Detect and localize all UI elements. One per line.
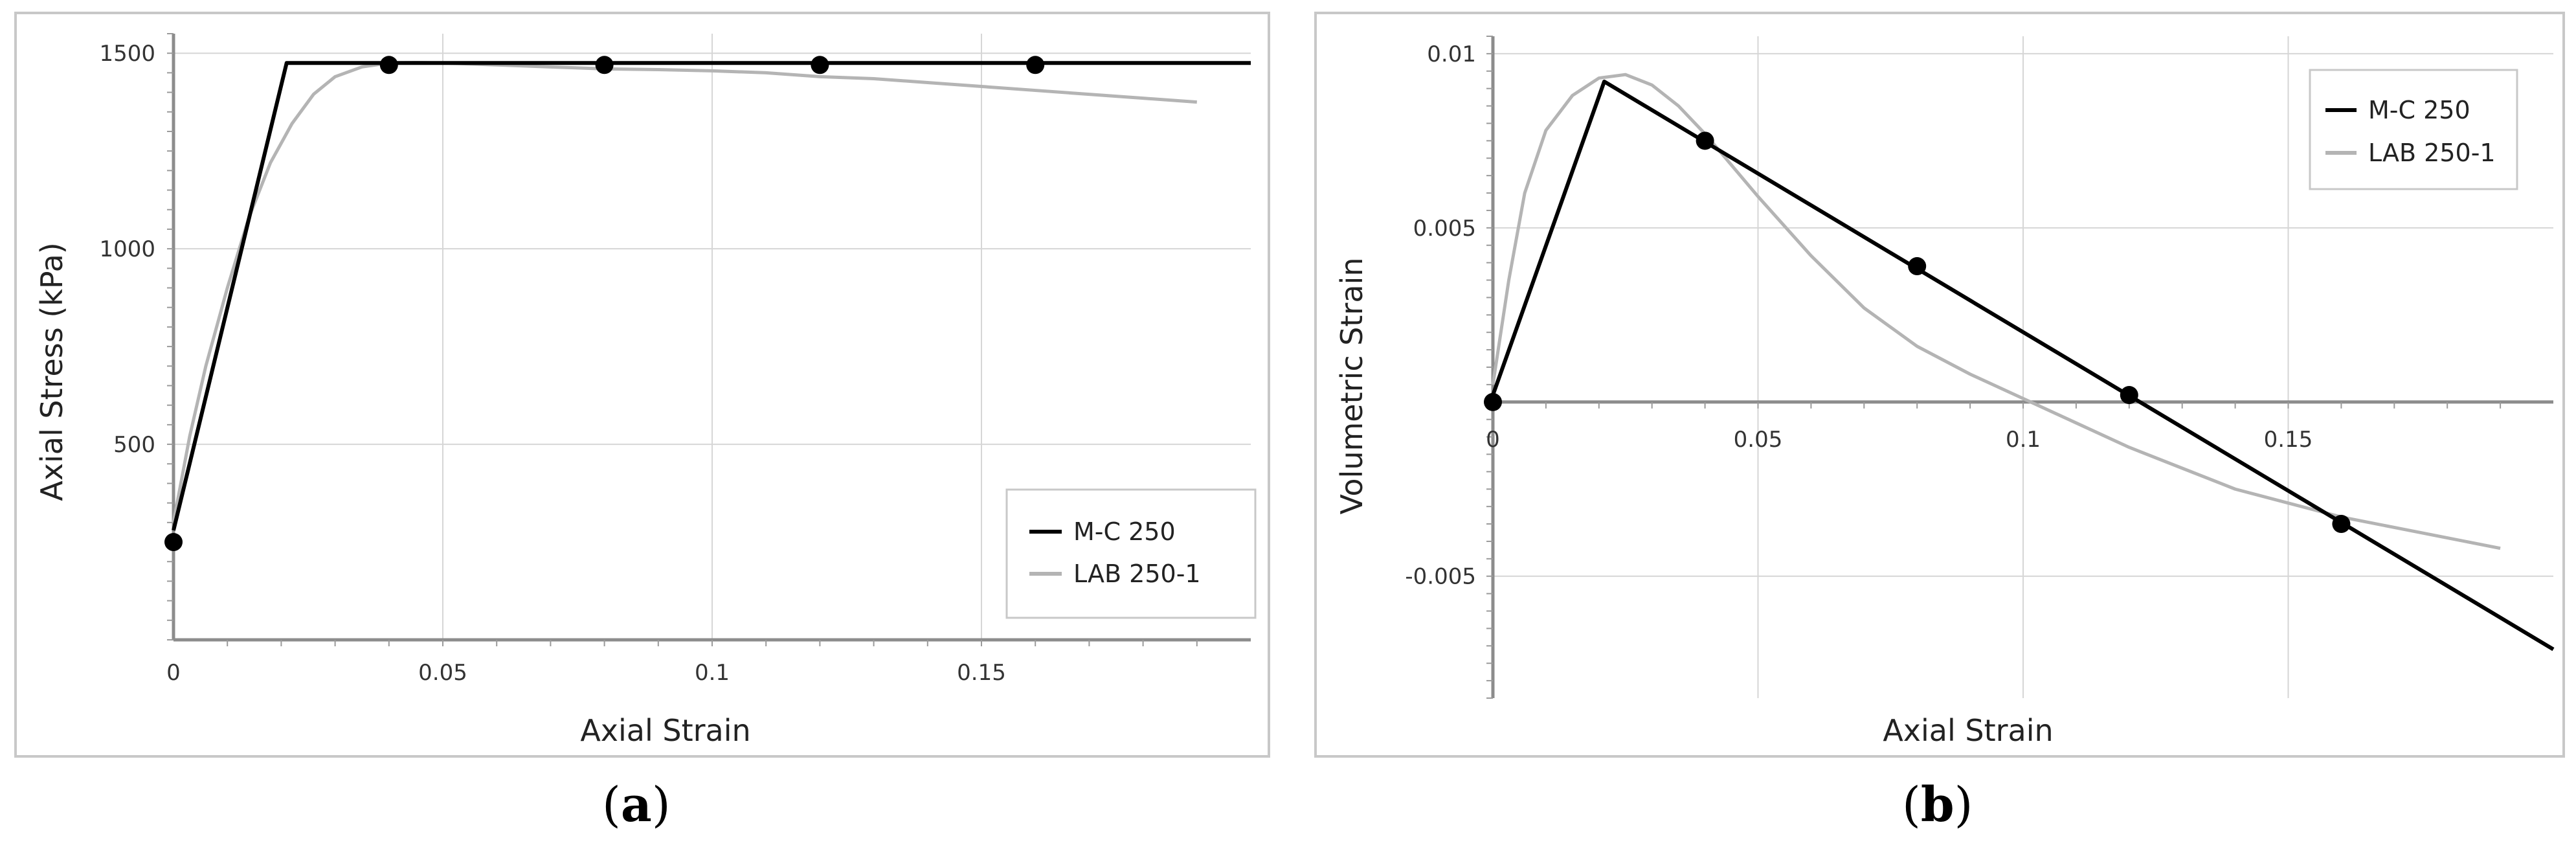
series-line-mc-a bbox=[172, 61, 1251, 531]
y-axis-label-b: Volumetric Strain bbox=[1334, 258, 1369, 515]
x-tick-label-b: 0.05 bbox=[1734, 427, 1783, 453]
series-line-lab-a bbox=[172, 61, 1197, 523]
data-point-mc-b bbox=[1696, 131, 1714, 150]
data-point-mc-a bbox=[1026, 56, 1045, 74]
legend-a: M-C 250 LAB 250-1 bbox=[1005, 488, 1257, 619]
data-point-mc-a bbox=[379, 56, 398, 74]
data-point-mc-a bbox=[811, 56, 829, 74]
x-tick-label-a: 0.1 bbox=[695, 660, 730, 686]
series-line-mc-b bbox=[1491, 79, 2555, 651]
legend-label-lab-a: LAB 250-1 bbox=[1073, 560, 1201, 588]
grid-a bbox=[174, 34, 1251, 640]
x-tick-label-a: 0.05 bbox=[418, 660, 467, 686]
tick-labels-b: 0 0.05 0.1 0.15 -0.005 0.005 0.01 bbox=[1405, 41, 2313, 590]
y-tick-label-a: 500 bbox=[113, 432, 155, 458]
data-point-mc-b bbox=[1908, 257, 1927, 276]
chart-panel-a bbox=[14, 12, 1270, 758]
x-axis-label-b: Axial Strain bbox=[1883, 713, 2053, 748]
grid-b bbox=[1493, 36, 2553, 698]
legend-box-a bbox=[1005, 488, 1257, 619]
legend-label-mc-b: M-C 250 bbox=[2368, 96, 2470, 124]
legend-box-b bbox=[2309, 69, 2518, 190]
axes-b bbox=[1486, 36, 2553, 699]
panel-label-a: (a) bbox=[602, 777, 671, 833]
x-tick-label-b: 0 bbox=[1486, 427, 1500, 453]
legend-label-mc-a: M-C 250 bbox=[1073, 517, 1176, 546]
y-tick-label-a: 1000 bbox=[99, 236, 155, 262]
y-axis-label-a: Axial Stress (kPa) bbox=[34, 242, 69, 501]
legend-b: M-C 250 LAB 250-1 bbox=[2309, 69, 2518, 190]
y-tick-label-b: 0.01 bbox=[1427, 41, 1476, 67]
series-a bbox=[164, 56, 1251, 552]
y-tick-label-b: -0.005 bbox=[1405, 564, 1476, 590]
legend-label-lab-b: LAB 250-1 bbox=[2368, 139, 2496, 167]
y-tick-label-a: 1500 bbox=[99, 41, 155, 67]
panel-a-chart: 0 0.05 0.1 0.15 500 1000 1500 Axial Strain Axi… bbox=[34, 33, 1257, 748]
series-line-lab-b bbox=[1491, 73, 2501, 550]
data-point-mc-b bbox=[2332, 515, 2351, 534]
data-point-mc-a bbox=[164, 533, 183, 552]
x-tick-label-b: 0.15 bbox=[2264, 427, 2313, 453]
panel-b-chart: 0 0.05 0.1 0.15 -0.005 0.005 0.01 Axial Strain… bbox=[1334, 36, 2555, 748]
tick-labels-a: 0 0.05 0.1 0.15 500 1000 1500 bbox=[99, 41, 1005, 686]
data-point-mc-b bbox=[1484, 392, 1502, 411]
x-axis-label-a: Axial Strain bbox=[580, 713, 750, 748]
x-tick-label-a: 0.15 bbox=[957, 660, 1006, 686]
series-b bbox=[1484, 73, 2555, 651]
x-tick-label-a: 0 bbox=[166, 660, 181, 686]
data-point-mc-b bbox=[2120, 386, 2138, 405]
panel-label-b: (b) bbox=[1902, 777, 1973, 833]
data-point-mc-a bbox=[595, 56, 614, 74]
x-tick-label-b: 0.1 bbox=[2006, 427, 2041, 453]
y-tick-label-b: 0.005 bbox=[1413, 216, 1476, 242]
